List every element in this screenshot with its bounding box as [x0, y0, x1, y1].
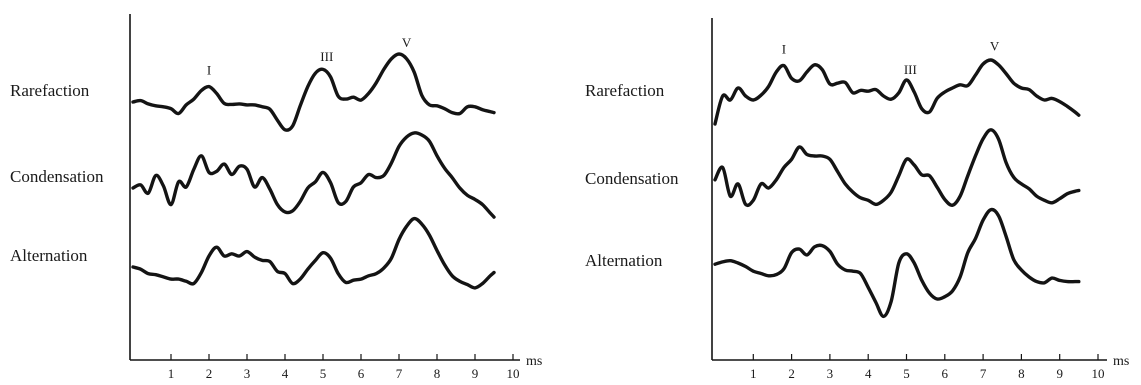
left-x-axis-unit-label: ms — [526, 354, 542, 369]
left-x-tick-label: 7 — [396, 366, 403, 381]
right-x-tick-label: 7 — [980, 366, 987, 381]
right-x-tick-label: 8 — [1018, 366, 1025, 381]
left-peak-label-i: I — [207, 63, 211, 78]
right-x-tick-label: 10 — [1092, 366, 1105, 381]
left-peak-label-v: V — [402, 35, 412, 50]
left-peak-label-iii: III — [320, 49, 333, 64]
left-trace-rarefaction — [131, 52, 496, 132]
left-trace-condensation — [131, 131, 496, 219]
left-series-label-alternation: Alternation — [10, 246, 88, 265]
left-x-tick-label: 5 — [320, 366, 327, 381]
right-x-tick-label: 2 — [788, 366, 795, 381]
right-trace-condensation — [713, 128, 1081, 208]
right-panel: 1 2 3 4 5 6 7 8 9 10 ms Rarefaction Condensation Alte… — [585, 18, 1129, 381]
right-x-tick-label: 3 — [827, 366, 834, 381]
right-peak-label-i: I — [782, 42, 786, 57]
right-x-axis-unit-label: ms — [1113, 354, 1129, 369]
left-x-tick-label: 8 — [434, 366, 441, 381]
left-x-tick-label: 2 — [206, 366, 213, 381]
left-trace-alternation — [131, 216, 496, 290]
right-x-tick-label: 9 — [1056, 366, 1063, 381]
right-peak-label-v: V — [990, 38, 1000, 53]
right-x-tick-label: 1 — [750, 366, 757, 381]
left-x-tick-label: 6 — [358, 366, 365, 381]
right-trace-rarefaction — [713, 58, 1081, 126]
left-panel: 1 2 3 4 5 6 7 8 9 10 ms Rarefaction Condensation Alte… — [10, 14, 542, 381]
right-peak-label-iii: III — [904, 62, 917, 77]
left-x-tick-label: 1 — [168, 366, 175, 381]
left-x-tick-label: 9 — [472, 366, 479, 381]
right-series-label-condensation: Condensation — [585, 169, 679, 188]
left-x-tick-label: 3 — [244, 366, 251, 381]
left-series-label-condensation: Condensation — [10, 167, 104, 186]
right-x-tick-label: 6 — [942, 366, 949, 381]
left-series-label-rarefaction: Rarefaction — [10, 81, 90, 100]
left-x-tick-label: 10 — [507, 366, 520, 381]
right-x-tick-label: 4 — [865, 366, 872, 381]
right-series-label-rarefaction: Rarefaction — [585, 81, 665, 100]
right-trace-alternation — [713, 207, 1081, 319]
right-series-label-alternation: Alternation — [585, 251, 663, 270]
left-x-tick-label: 4 — [282, 366, 289, 381]
right-x-tick-label: 5 — [903, 366, 910, 381]
